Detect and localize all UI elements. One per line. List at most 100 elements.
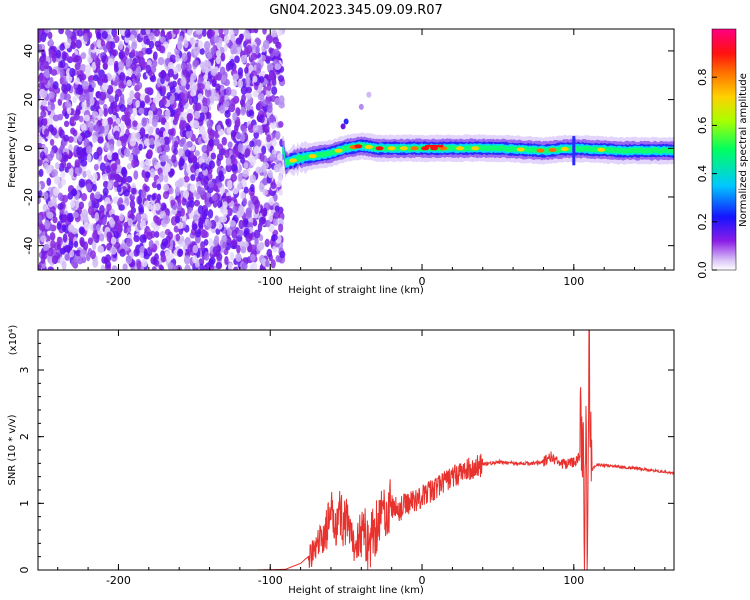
noise-blob	[278, 223, 284, 233]
noise-blob	[221, 75, 227, 83]
signal-hotspot	[399, 146, 408, 151]
noise-blob	[106, 152, 113, 161]
signal-fragment	[343, 118, 349, 125]
noise-blob	[227, 207, 233, 217]
noise-blob	[276, 153, 284, 161]
snr-ytick-label: 2	[18, 433, 31, 440]
noise-blob	[84, 64, 92, 73]
noise-blob	[79, 94, 86, 103]
noise-blob	[82, 170, 87, 178]
noise-blob	[62, 233, 68, 243]
noise-blob	[272, 217, 279, 226]
noise-blob	[131, 182, 137, 190]
noise-blob	[55, 162, 60, 170]
noise-blob	[232, 205, 239, 214]
noise-blob	[258, 182, 265, 193]
noise-blob	[80, 73, 87, 81]
noise-blob	[160, 29, 165, 39]
noise-blob	[61, 224, 67, 232]
noise-blob	[143, 35, 149, 45]
noise-blob	[172, 264, 178, 270]
noise-blob	[268, 213, 273, 223]
noise-blob	[101, 173, 108, 181]
noise-blob	[150, 256, 157, 265]
noise-blob	[141, 189, 147, 199]
noise-blob	[228, 262, 233, 270]
noise-blob	[141, 212, 148, 223]
noise-blob	[59, 247, 67, 255]
noise-blob	[145, 171, 151, 179]
noise-blob	[262, 124, 270, 133]
noise-blob	[130, 49, 136, 57]
noise-blob	[164, 208, 170, 218]
noise-blob	[210, 46, 217, 55]
noise-blob	[101, 82, 109, 91]
noise-blob	[167, 61, 175, 69]
noise-blob	[137, 195, 143, 205]
colorbar-tick-label: 0.4	[696, 165, 709, 183]
noise-blob	[267, 169, 273, 179]
noise-blob	[102, 187, 109, 196]
noise-blob	[266, 62, 274, 71]
noise-blob	[271, 138, 277, 147]
noise-blob	[148, 137, 155, 146]
noise-blob	[84, 92, 90, 101]
noise-blob	[264, 238, 270, 248]
noise-blob	[277, 75, 285, 82]
noise-blob	[181, 197, 187, 206]
noise-blob	[40, 110, 47, 118]
noise-blob	[81, 80, 89, 90]
noise-blob	[278, 189, 283, 196]
noise-blob	[71, 227, 78, 235]
noise-blob	[92, 74, 99, 82]
noise-blob	[133, 248, 140, 257]
noise-blob	[276, 41, 282, 50]
noise-blob	[68, 167, 74, 177]
signal-hotspot	[455, 146, 464, 151]
noise-blob	[100, 39, 106, 47]
noise-blob	[59, 92, 65, 101]
noise-blob	[107, 106, 114, 115]
noise-blob	[89, 192, 95, 202]
noise-blob	[184, 236, 191, 246]
noise-blob	[80, 193, 88, 202]
snr-xtick-label: 100	[563, 574, 584, 587]
noise-blob	[219, 105, 226, 114]
noise-blob	[224, 109, 231, 118]
noise-blob	[105, 165, 112, 174]
noise-blob	[183, 255, 191, 265]
noise-blob	[204, 251, 210, 261]
signal-hotspot	[548, 147, 557, 152]
noise-blob	[205, 80, 211, 91]
noise-blob	[208, 131, 215, 141]
noise-blob	[60, 170, 66, 179]
noise-blob	[42, 118, 48, 126]
noise-blob	[160, 137, 165, 146]
noise-blob	[241, 262, 248, 270]
noise-blob	[39, 55, 47, 64]
noise-blob	[50, 102, 56, 111]
noise-blob	[192, 120, 200, 129]
noise-blob	[77, 55, 83, 65]
noise-blob	[41, 99, 48, 107]
noise-blob	[210, 68, 218, 77]
noise-blob	[265, 259, 270, 268]
noise-blob	[48, 91, 55, 100]
noise-blob	[86, 99, 91, 108]
noise-blob	[256, 62, 262, 71]
noise-blob	[237, 182, 243, 190]
noise-blob	[274, 97, 281, 106]
noise-blob	[59, 129, 65, 139]
noise-blob	[41, 144, 47, 154]
colorbar: 0.0 0.2 0.4 0.6 0.8 Normalized spectral ampl…	[696, 28, 749, 279]
noise-blob	[128, 153, 134, 162]
noise-blob	[207, 209, 214, 219]
noise-blob	[272, 37, 279, 45]
snr-xtick-label: -100	[258, 574, 283, 587]
heatmap-xtick-label: -200	[106, 275, 131, 288]
noise-blob	[250, 244, 257, 252]
snr-panel: -200 -100 0 100 0 1 2 3 Height of straight line…	[7, 325, 675, 596]
noise-blob	[201, 29, 207, 38]
noise-blob	[208, 160, 215, 169]
noise-blob	[192, 255, 198, 263]
